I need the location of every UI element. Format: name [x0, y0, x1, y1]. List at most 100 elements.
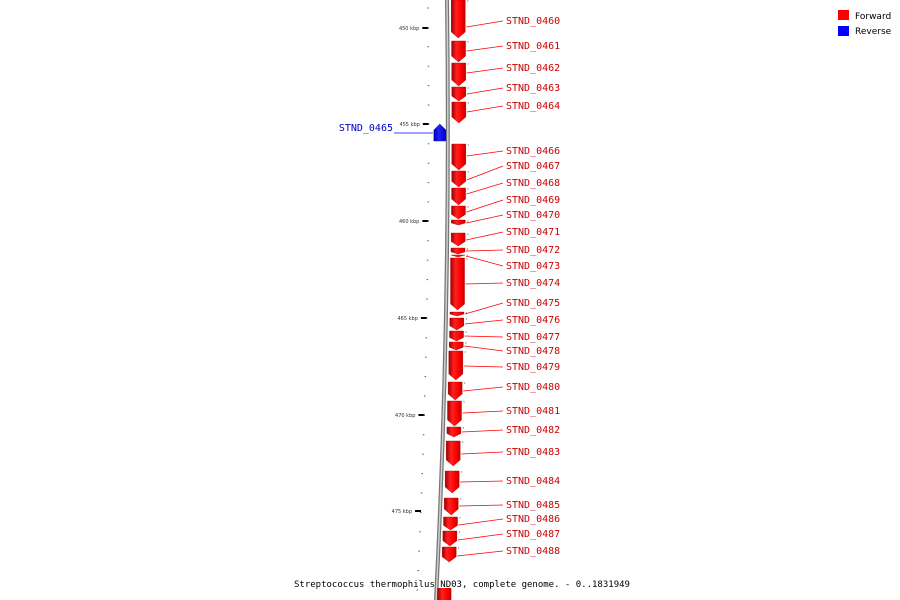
gene-labels: STND_0460 STND_0461 STND_0462 STND_0463 STND… — [339, 16, 560, 557]
gene-arrow-stnd-0460[interactable] — [451, 0, 466, 39]
gene-label-stnd-0465[interactable]: STND_0465 — [339, 123, 393, 134]
gene-arrow-stnd-0467[interactable] — [451, 170, 466, 188]
gene-arrow-stnd-0474[interactable] — [450, 257, 465, 311]
genome-backbone-highlight — [435, 0, 449, 600]
gene-arrow-stnd-0481[interactable] — [447, 400, 462, 427]
major-tick-label: 475 kbp — [392, 509, 412, 515]
leader-stnd-0483 — [461, 451, 504, 455]
gene-arrow-stnd-0473[interactable] — [450, 254, 466, 258]
gene-arrow-stnd-0461[interactable] — [451, 40, 466, 63]
gene-arrow-stnd-0472[interactable] — [450, 247, 466, 255]
major-tick-label: 455 kbp — [399, 122, 419, 128]
leader-stnd-0471 — [466, 231, 504, 241]
leader-stnd-0486 — [458, 518, 504, 526]
leader-stnd-0484 — [460, 480, 504, 483]
gene-arrow-stnd-0463[interactable] — [451, 86, 466, 102]
gene-arrow-continuation — [437, 588, 452, 600]
gene-label-stnd-0472[interactable]: STND_0472 — [506, 245, 560, 256]
gene-label-stnd-0479[interactable]: STND_0479 — [506, 362, 560, 373]
gene-arrow-stnd-0487[interactable] — [442, 530, 458, 547]
gene-label-stnd-0480[interactable]: STND_0480 — [506, 382, 560, 393]
legend-reverse-swatch — [838, 26, 849, 36]
leader-stnd-0463 — [466, 87, 504, 95]
gene-label-stnd-0467[interactable]: STND_0467 — [506, 161, 560, 172]
major-tick-label: 465 kbp — [398, 316, 418, 322]
leader-stnd-0470 — [466, 214, 504, 224]
gene-label-stnd-0468[interactable]: STND_0468 — [506, 178, 560, 189]
gene-label-stnd-0463[interactable]: STND_0463 — [506, 83, 560, 94]
gene-label-stnd-0477[interactable]: STND_0477 — [506, 332, 560, 343]
gene-label-stnd-0461[interactable]: STND_0461 — [506, 41, 560, 52]
leader-stnd-0487 — [457, 533, 504, 541]
gene-arrow-stnd-0485[interactable] — [444, 497, 459, 516]
label-leader-lines — [394, 20, 504, 557]
major-tick-label: 460 kbp — [399, 219, 419, 225]
gene-arrow-stnd-0478[interactable] — [449, 341, 464, 351]
legend-forward-swatch — [838, 10, 849, 20]
scale-ticks: 450 kbp 455 kbp 460 kbp 465 kbp 470 kbp 475 k… — [392, 7, 430, 591]
leader-stnd-0478 — [464, 345, 504, 352]
leader-stnd-0474 — [465, 282, 504, 285]
gene-arrow-stnd-0476[interactable] — [449, 317, 464, 331]
gene-arrow-stnd-0475[interactable] — [449, 311, 465, 317]
gene-label-stnd-0486[interactable]: STND_0486 — [506, 514, 560, 525]
leader-stnd-0476 — [464, 319, 504, 325]
leader-stnd-0488 — [457, 550, 504, 557]
major-tick-label: 450 kbp — [399, 26, 419, 32]
gene-label-stnd-0469[interactable]: STND_0469 — [506, 195, 560, 206]
gene-arrow-stnd-0483[interactable] — [445, 440, 461, 467]
gene-label-stnd-0460[interactable]: STND_0460 — [506, 16, 560, 27]
gene-label-stnd-0470[interactable]: STND_0470 — [506, 210, 560, 221]
legend-forward-label: Forward — [855, 12, 891, 22]
gene-label-stnd-0488[interactable]: STND_0488 — [506, 546, 560, 557]
leader-stnd-0469 — [466, 199, 504, 213]
gene-arrow-stnd-0466[interactable] — [451, 143, 466, 171]
gene-arrow-stnd-0464[interactable] — [451, 101, 467, 124]
legend-reverse-label: Reverse — [855, 27, 892, 37]
leader-stnd-0472 — [466, 249, 504, 252]
gene-arrow-stnd-0462[interactable] — [451, 62, 466, 87]
gene-arrow-stnd-0486[interactable] — [443, 516, 458, 531]
gene-label-stnd-0485[interactable]: STND_0485 — [506, 500, 560, 511]
gene-label-stnd-0481[interactable]: STND_0481 — [506, 406, 560, 417]
major-tick-label: 470 kbp — [395, 413, 415, 419]
gene-arrow-stnd-0477[interactable] — [449, 330, 464, 342]
genome-caption: Streptococcus thermophilus ND03, complet… — [294, 580, 630, 590]
leader-stnd-0473 — [465, 255, 504, 267]
leader-stnd-0477 — [464, 335, 504, 338]
gene-arrow-stnd-0468[interactable] — [451, 187, 466, 206]
leader-stnd-0462 — [466, 67, 504, 74]
leader-stnd-0467 — [466, 165, 504, 181]
gene-arrow-stnd-0465[interactable] — [433, 123, 447, 142]
gene-label-stnd-0482[interactable]: STND_0482 — [506, 425, 560, 436]
gene-arrow-stnd-0479[interactable] — [448, 350, 464, 381]
leader-stnd-0485 — [459, 504, 504, 507]
gene-label-stnd-0475[interactable]: STND_0475 — [506, 298, 560, 309]
gene-label-stnd-0462[interactable]: STND_0462 — [506, 63, 560, 74]
gene-arrow-stnd-0470[interactable] — [451, 219, 466, 226]
gene-label-stnd-0476[interactable]: STND_0476 — [506, 315, 560, 326]
gene-arrow-stnd-0480[interactable] — [447, 381, 463, 401]
leader-stnd-0468 — [466, 182, 504, 195]
gene-label-stnd-0464[interactable]: STND_0464 — [506, 101, 560, 112]
leader-stnd-0481 — [462, 410, 504, 414]
gene-label-stnd-0466[interactable]: STND_0466 — [506, 146, 560, 157]
leader-stnd-0479 — [463, 365, 504, 368]
leader-stnd-0464 — [466, 105, 504, 113]
gene-arrow-stnd-0488[interactable] — [441, 546, 457, 563]
gene-label-stnd-0487[interactable]: STND_0487 — [506, 529, 560, 540]
gene-label-stnd-0474[interactable]: STND_0474 — [506, 278, 560, 289]
gene-label-stnd-0483[interactable]: STND_0483 — [506, 447, 560, 458]
gene-features — [433, 0, 469, 600]
leader-stnd-0482 — [461, 429, 504, 433]
gene-arrow-stnd-0469[interactable] — [451, 205, 466, 220]
gene-label-stnd-0473[interactable]: STND_0473 — [506, 261, 560, 272]
leader-stnd-0480 — [463, 386, 504, 392]
gene-arrow-stnd-0471[interactable] — [450, 232, 466, 247]
gene-label-stnd-0478[interactable]: STND_0478 — [506, 346, 560, 357]
gene-arrow-stnd-0482[interactable] — [446, 426, 462, 438]
gene-label-stnd-0471[interactable]: STND_0471 — [506, 227, 560, 238]
gene-arrow-stnd-0484[interactable] — [444, 470, 460, 494]
gene-label-stnd-0484[interactable]: STND_0484 — [506, 476, 560, 487]
